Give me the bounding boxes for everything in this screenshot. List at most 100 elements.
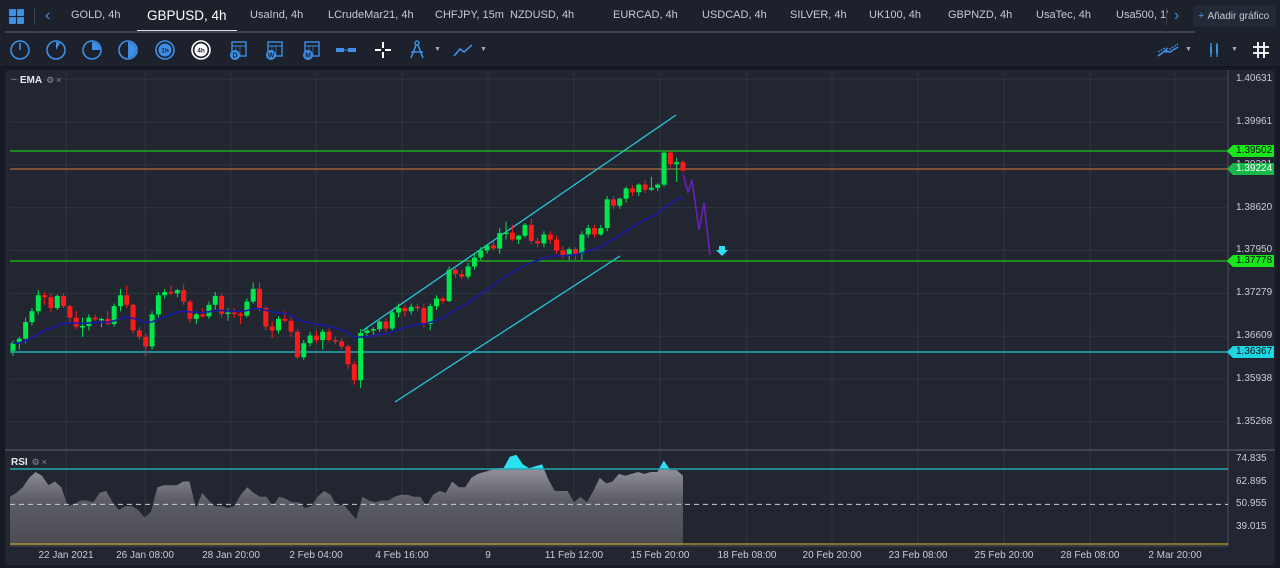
candle-body: [86, 317, 92, 326]
candle-body: [680, 162, 686, 171]
tab-uk100-4h[interactable]: UK100, 4h: [869, 9, 921, 21]
indicators-icon[interactable]: [1157, 39, 1179, 61]
candle-body: [573, 249, 579, 254]
ruler-icon[interactable]: [335, 39, 357, 61]
candle-body: [579, 234, 585, 254]
add-chart-button[interactable]: + Añadir gráfico: [1193, 5, 1276, 27]
tab-gold-4h[interactable]: GOLD, 4h: [71, 9, 121, 21]
candle-body: [244, 301, 250, 316]
chart-type-icon[interactable]: [1203, 39, 1225, 61]
timeframe-4h-icon[interactable]: 4h: [190, 39, 212, 61]
time-axis-label: 26 Jan 08:00: [116, 550, 174, 561]
tab-usaind-4h[interactable]: UsaInd, 4h: [250, 9, 304, 21]
timeframe-1h-icon[interactable]: 1h: [154, 39, 176, 61]
svg-text:1h: 1h: [161, 48, 169, 55]
candle-body: [655, 184, 661, 188]
candle-body: [10, 343, 16, 351]
candle-body: [212, 295, 218, 305]
candle-body: [67, 306, 73, 318]
candle-body: [301, 343, 307, 358]
candle-body: [617, 198, 623, 206]
svg-text:4h: 4h: [197, 48, 205, 55]
candle-body: [636, 184, 642, 193]
candle-body: [351, 364, 357, 381]
close-icon[interactable]: ×: [41, 457, 48, 467]
tab-silver-4h[interactable]: SILVER, 4h: [790, 9, 847, 21]
candle-body: [396, 308, 402, 313]
close-icon[interactable]: ×: [56, 75, 62, 85]
candle-body: [257, 288, 263, 309]
candle-body: [42, 295, 48, 298]
candle-body: [332, 340, 338, 342]
price-axis-label: 1.37950: [1236, 244, 1273, 256]
timeframe-30m-icon[interactable]: [117, 39, 139, 61]
settings-icon[interactable]: ⚙: [46, 75, 55, 85]
chart-tab-bar: ‹ GOLD, 4h GBPUSD, 4h UsaInd, 4h LCrudeMar2…: [0, 0, 1280, 33]
candle-body: [269, 326, 275, 331]
drawing-tool-icon[interactable]: [406, 39, 428, 61]
collapse-icon[interactable]: −: [11, 75, 17, 86]
candle-body: [231, 312, 237, 315]
tabs-next-arrow-icon[interactable]: ›: [1174, 7, 1180, 24]
timeframe-weekly-icon[interactable]: W: [263, 39, 285, 61]
candle-body: [535, 240, 541, 244]
tab-eurcad-4h[interactable]: EURCAD, 4h: [613, 9, 678, 21]
line-tool-dropdown-icon[interactable]: ▼: [480, 46, 487, 53]
candle-body: [73, 317, 79, 327]
settings-icon[interactable]: ⚙: [31, 457, 40, 467]
candle-body: [465, 266, 471, 277]
timeframe-daily-icon[interactable]: D: [227, 39, 249, 61]
time-axis-label: 28 Feb 08:00: [1060, 550, 1120, 561]
candle-body: [92, 317, 98, 320]
price-axis-label: 1.39961: [1236, 115, 1273, 127]
crosshair-icon[interactable]: [372, 39, 394, 61]
layout-grid-icon[interactable]: [9, 9, 24, 24]
timeframe-monthly-icon[interactable]: M: [300, 39, 322, 61]
candle-body: [238, 313, 244, 316]
candle-body: [377, 321, 383, 330]
candle-body: [383, 321, 389, 329]
drawing-tool-dropdown-icon[interactable]: ▼: [434, 46, 441, 53]
indicators-dropdown-icon[interactable]: ▼: [1185, 46, 1192, 53]
time-axis-label: 9: [485, 550, 491, 561]
candle-body: [516, 235, 522, 240]
tab-lcrudemar21-4h[interactable]: LCrudeMar21, 4h: [328, 9, 414, 21]
tab-nzdusd-4h[interactable]: NZDUSD, 4h: [510, 9, 575, 21]
candle-body: [250, 288, 256, 302]
candle-body: [402, 308, 408, 312]
candle-body: [427, 306, 433, 325]
price-axis-label: 1.40631: [1236, 73, 1273, 84]
timeframe-1m-icon[interactable]: [9, 39, 31, 61]
candle-body: [117, 295, 123, 307]
chart-type-dropdown-icon[interactable]: ▼: [1231, 46, 1238, 53]
chart-toolbar: 1h 4h D W M ▼ ▼ ▼ ▼: [0, 33, 1280, 67]
candle-body: [35, 295, 41, 312]
candle-body: [446, 269, 452, 301]
tab-underline: [5, 31, 1195, 33]
timeframe-5m-icon[interactable]: [45, 39, 67, 61]
plus-icon: +: [1198, 10, 1205, 22]
candle-body: [648, 187, 654, 190]
line-tool-icon[interactable]: [452, 39, 474, 61]
tab-usatec-4h[interactable]: UsaTec, 4h: [1036, 9, 1092, 21]
grid-icon[interactable]: [1250, 39, 1272, 61]
tab-chfjpy-15m[interactable]: CHFJPY, 15m: [435, 9, 504, 21]
channel-upper-line: [361, 114, 677, 332]
time-axis-label: 25 Feb 20:00: [974, 550, 1034, 561]
candle-body: [623, 188, 629, 199]
svg-text:D: D: [232, 53, 237, 60]
candle-body: [282, 318, 288, 321]
candle-body: [642, 184, 648, 190]
tab-usa500-1[interactable]: Usa500, 1': [1116, 9, 1169, 21]
candle-body: [541, 234, 547, 244]
candle-body: [339, 341, 345, 347]
price-tag: 1.37778: [1226, 255, 1275, 267]
candle-body: [452, 269, 458, 275]
tabs-prev-arrow-icon[interactable]: ‹: [45, 7, 51, 24]
tab-usdcad-4h[interactable]: USDCAD, 4h: [702, 9, 767, 21]
timeframe-15m-icon[interactable]: [81, 39, 103, 61]
candle-body: [566, 249, 572, 255]
tab-gbpnzd-4h[interactable]: GBPNZD, 4h: [948, 9, 1013, 21]
ema-legend: − EMA ⚙ ×: [11, 75, 61, 86]
